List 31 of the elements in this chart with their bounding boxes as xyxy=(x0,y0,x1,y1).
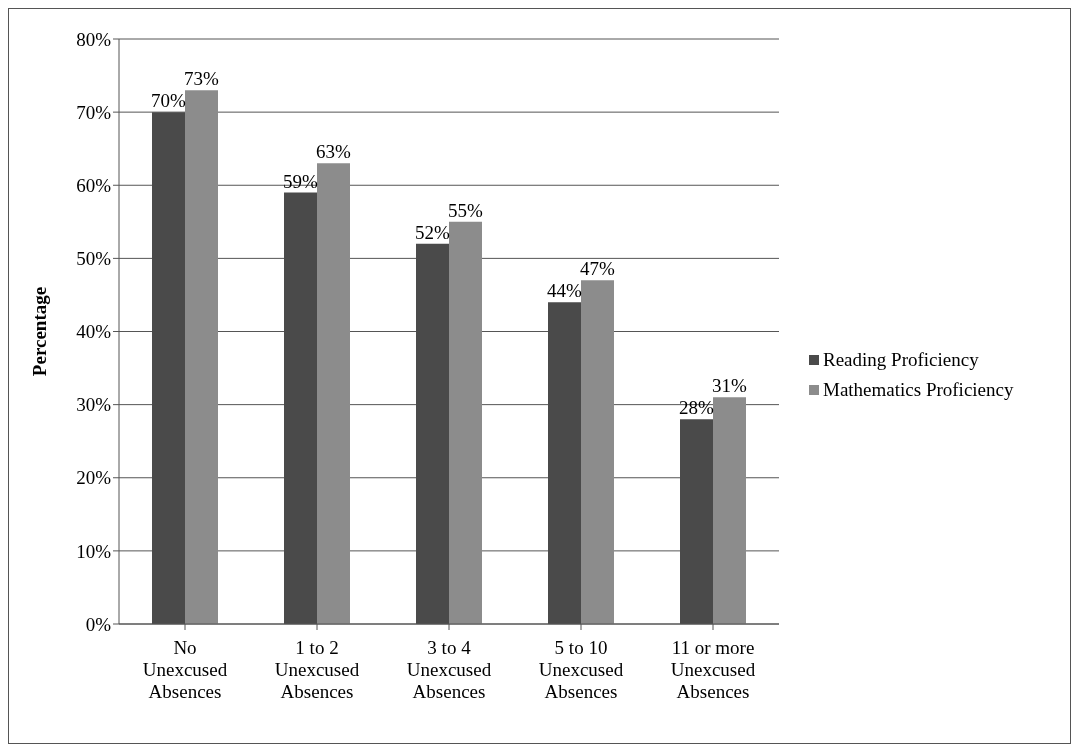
data-label: 44% xyxy=(547,280,583,302)
data-label: 47% xyxy=(580,258,616,280)
bar xyxy=(317,163,350,624)
y-tick-label: 40% xyxy=(76,321,112,343)
data-label: 59% xyxy=(283,170,319,192)
bar xyxy=(713,397,746,624)
y-tick-label: 30% xyxy=(76,394,112,416)
data-label: 55% xyxy=(448,199,484,221)
y-tick-label: 70% xyxy=(76,101,112,123)
y-tick-label: 0% xyxy=(85,613,112,635)
x-tick-label: 5 to 10 Unexcused Absences xyxy=(538,637,624,702)
bar xyxy=(449,221,482,624)
x-tick-label: 1 to 2 Unexcused Absences xyxy=(274,637,360,702)
x-tick-label: No Unexcused Absences xyxy=(142,637,228,702)
y-axis-title: Percentage xyxy=(28,286,50,377)
y-tick-label: 80% xyxy=(76,28,112,50)
y-tick-label: 50% xyxy=(76,248,112,270)
y-tick-label: 60% xyxy=(76,174,112,196)
y-tick-label: 20% xyxy=(76,467,112,489)
x-tick-label: 11 or more Unexcused Absences xyxy=(670,637,756,702)
legend-label: Mathematics Proficiency xyxy=(823,379,1014,401)
data-label: 52% xyxy=(415,221,451,243)
bar xyxy=(185,90,218,624)
data-label: 31% xyxy=(712,375,748,397)
x-tick-label: 3 to 4 Unexcused Absences xyxy=(406,637,492,702)
data-label: 63% xyxy=(316,141,352,163)
data-label: 73% xyxy=(184,68,220,90)
legend-label: Reading Proficiency xyxy=(823,349,979,371)
y-tick-label: 10% xyxy=(76,540,112,562)
data-label: 70% xyxy=(151,90,187,112)
bar xyxy=(581,280,614,624)
